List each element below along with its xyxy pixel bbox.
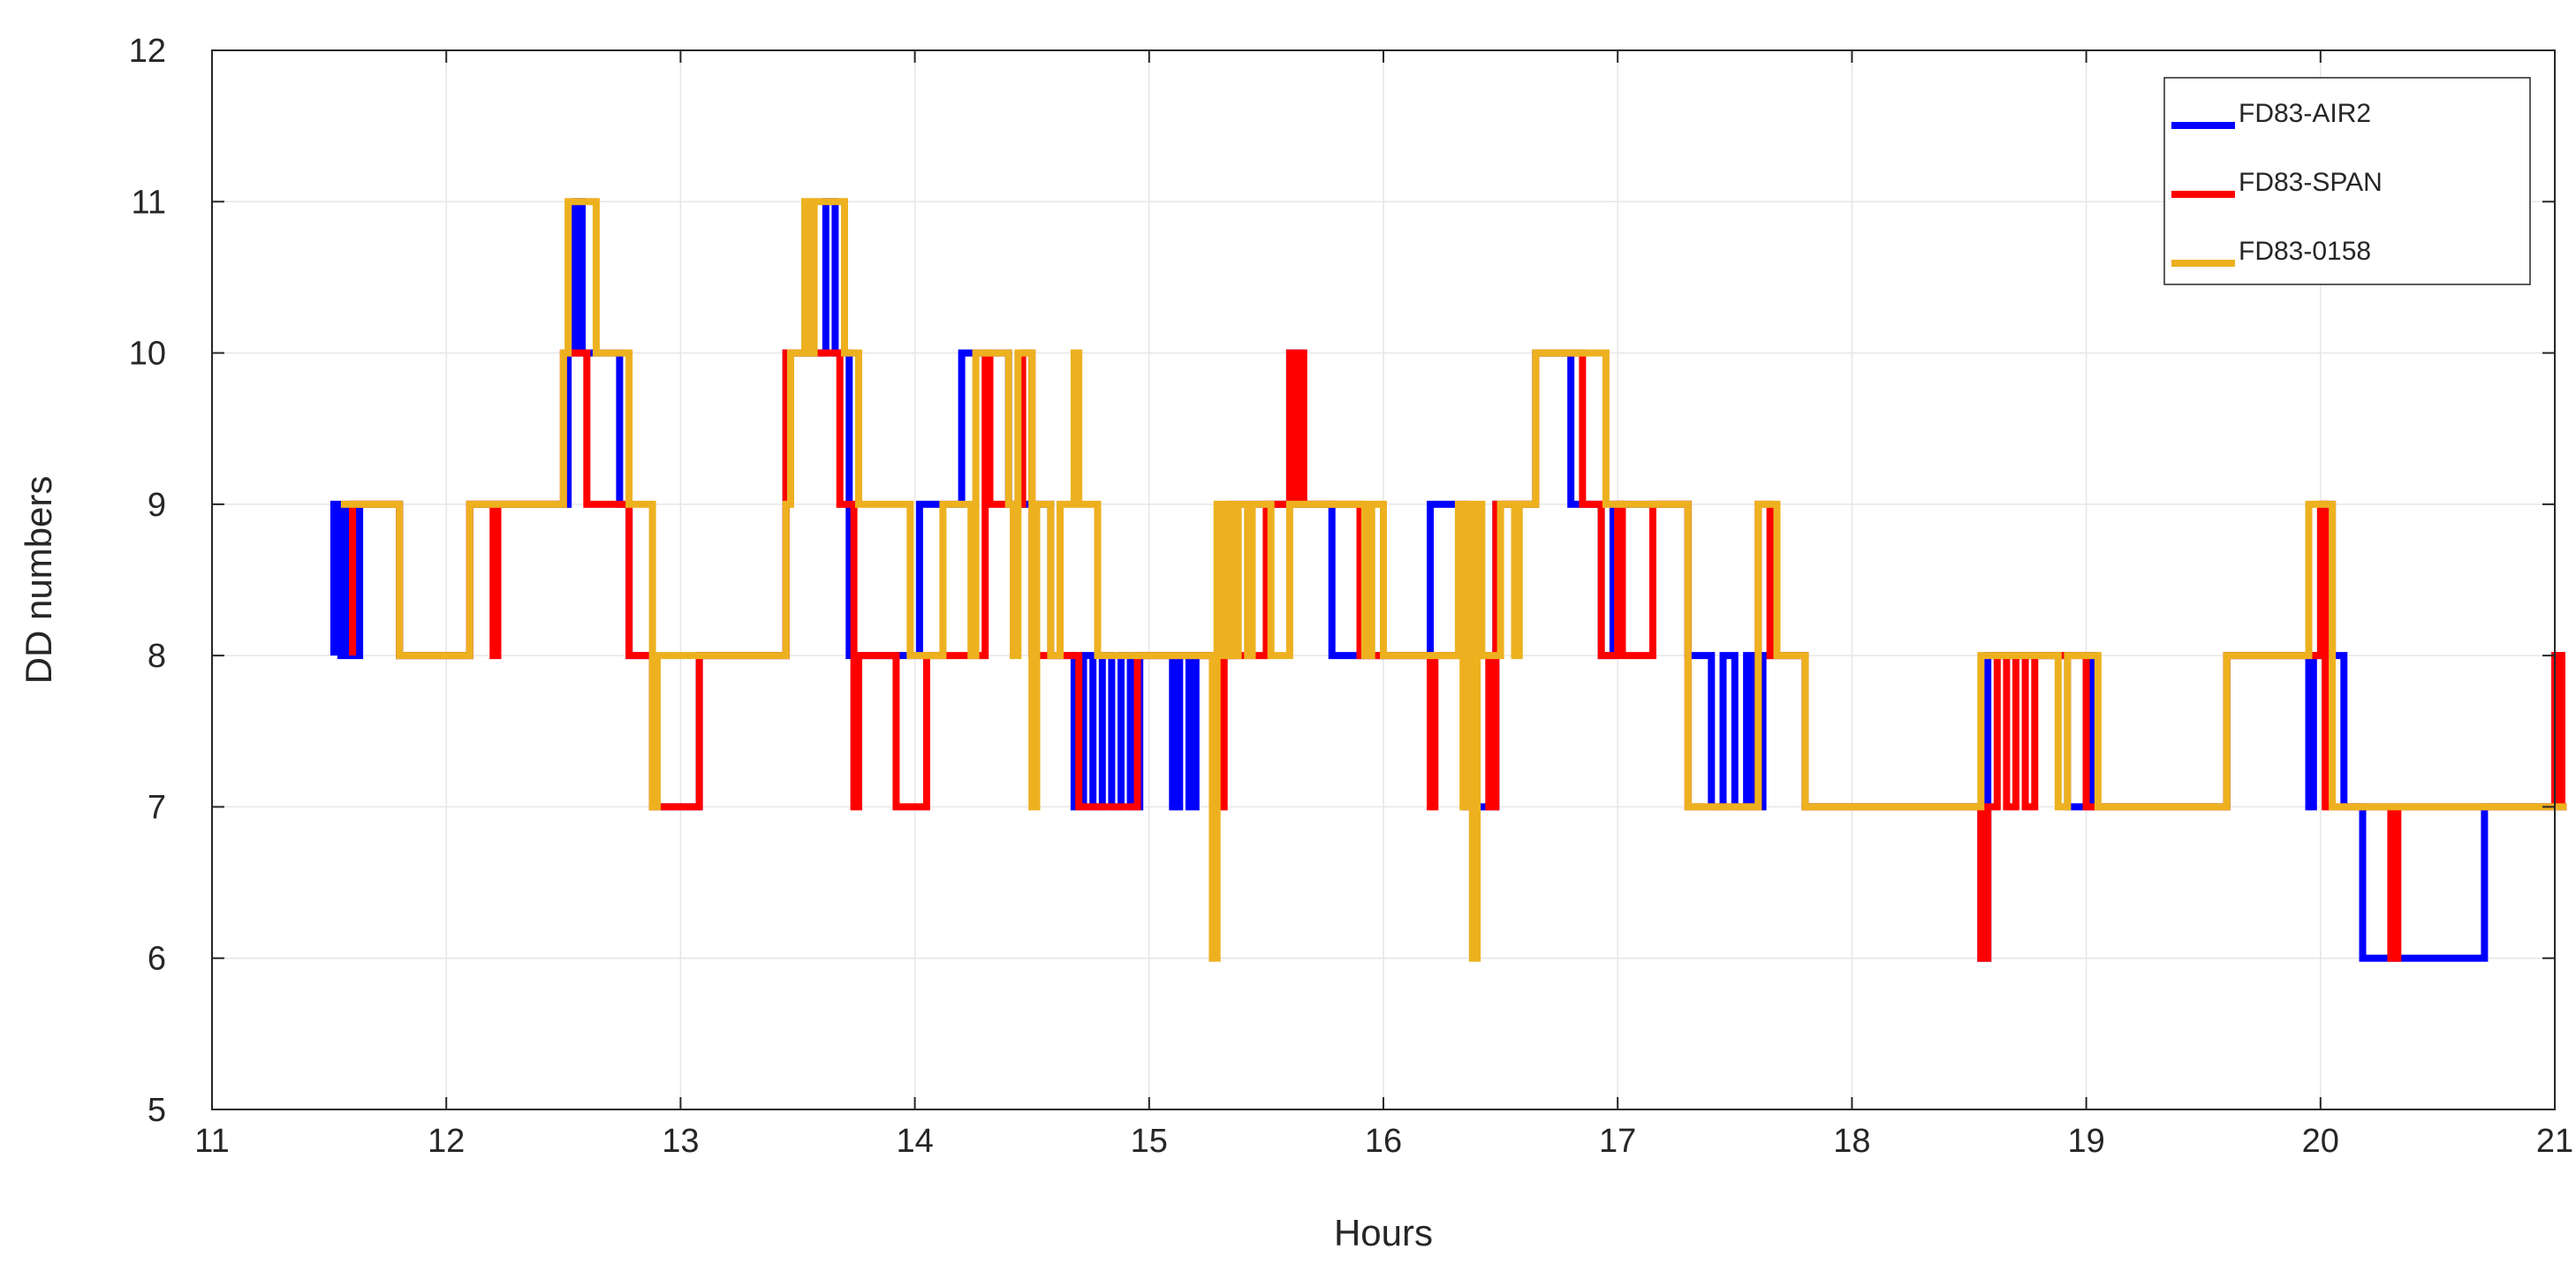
x-tick-labels: 11 12 13 14 15 16 17 18 19 20 21: [194, 1123, 2573, 1160]
y-tick-label-0: 5: [148, 1092, 166, 1129]
axis-ticks: [211, 49, 2556, 1110]
legend: FD83-AIR2 FD83-SPAN FD83-0158: [2163, 77, 2531, 285]
series-layer: [330, 198, 2567, 962]
y-axis-title: DD numbers: [18, 476, 59, 685]
legend-box: [2163, 77, 2531, 285]
legend-label-1: FD83-SPAN: [2239, 168, 2383, 197]
legend-label-2: FD83-0158: [2239, 237, 2371, 266]
x-tick-label-8: 19: [2067, 1123, 2104, 1160]
x-tick-label-2: 13: [662, 1123, 699, 1160]
x-tick-label-0: 11: [194, 1123, 229, 1160]
y-tick-label-1: 6: [148, 941, 166, 978]
x-tick-label-4: 15: [1131, 1123, 1168, 1160]
x-tick-label-7: 18: [1833, 1123, 1870, 1160]
legend-entries: FD83-AIR2 FD83-SPAN FD83-0158: [2171, 99, 2383, 267]
y-tick-label-3: 8: [148, 638, 166, 675]
y-tick-label-2: 7: [148, 789, 166, 826]
x-tick-label-10: 21: [2536, 1123, 2573, 1160]
y-tick-label-7: 12: [129, 33, 166, 70]
x-tick-label-9: 20: [2302, 1123, 2339, 1160]
legend-label-0: FD83-AIR2: [2239, 99, 2371, 128]
y-tick-label-5: 10: [129, 336, 166, 373]
y-tick-label-6: 11: [132, 184, 166, 221]
x-tick-label-1: 12: [428, 1123, 465, 1160]
x-tick-label-6: 17: [1599, 1123, 1636, 1160]
series-line-2: [340, 198, 2567, 962]
y-tick-label-4: 9: [148, 487, 166, 524]
y-tick-labels: 5 6 7 8 9 10 11 12: [129, 33, 166, 1129]
x-tick-label-5: 16: [1365, 1123, 1402, 1160]
x-tick-label-3: 14: [896, 1123, 933, 1160]
x-axis-title: Hours: [1334, 1212, 1433, 1253]
